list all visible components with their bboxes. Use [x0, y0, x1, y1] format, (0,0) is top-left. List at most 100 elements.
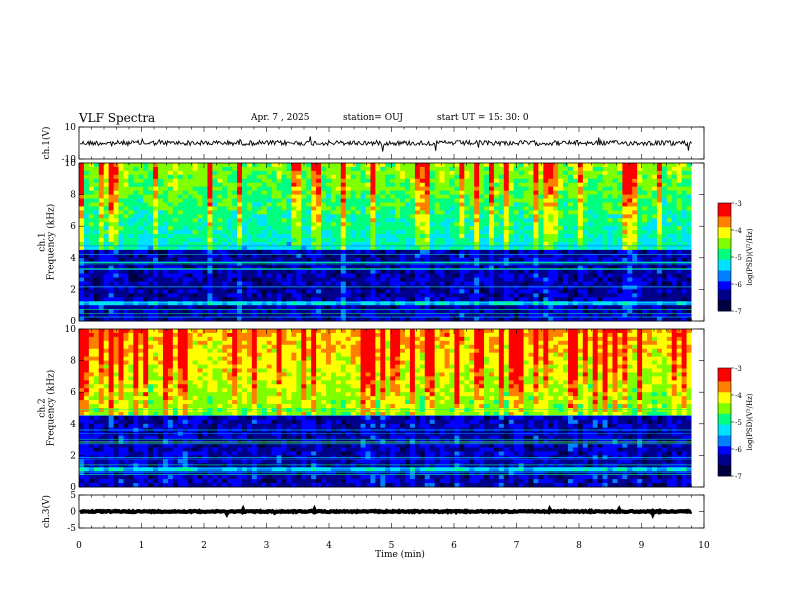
- spec1-cell: [385, 218, 391, 223]
- spec1-cell: [187, 174, 194, 180]
- spec1-cell: [513, 289, 520, 294]
- spec1-cell: [118, 174, 124, 180]
- spec1-cell: [207, 178, 213, 184]
- spec1-cell: [617, 265, 623, 271]
- spec1-cell: [79, 186, 85, 192]
- spec1-cell: [360, 190, 366, 195]
- spec1-cell: [256, 186, 263, 192]
- spec1-cell: [128, 210, 134, 215]
- spec1-cell: [207, 285, 213, 290]
- spec1-cell: [518, 206, 524, 211]
- spec1-cell: [395, 210, 401, 215]
- spec1-cell: [612, 281, 618, 286]
- spec1-cell: [375, 301, 381, 306]
- spec1-cell: [118, 186, 124, 192]
- spec1-cell: [296, 222, 302, 227]
- spec1-cell: [528, 293, 534, 298]
- spec1-cell: [587, 238, 594, 243]
- spec1-cell: [380, 206, 386, 211]
- spec1-cell: [617, 277, 623, 282]
- spec1-cell: [83, 174, 90, 180]
- spec1-cell: [79, 277, 85, 282]
- spec1-cell: [162, 245, 169, 251]
- spec1-cell: [385, 214, 391, 219]
- spec1-cell: [128, 170, 134, 176]
- spec1-cell: [321, 206, 327, 211]
- spec1-cell: [454, 210, 460, 215]
- spec1-cell: [340, 285, 347, 290]
- spec1-cell: [162, 285, 169, 290]
- spec1-cell: [577, 190, 584, 195]
- spec1-cell: [622, 202, 628, 207]
- spec1-cell: [617, 163, 623, 168]
- spec1-cell: [197, 206, 203, 211]
- spec1-cell: [395, 265, 401, 271]
- spec1-cell: [523, 269, 529, 274]
- spec1-cell: [656, 210, 663, 215]
- spec1-cell: [79, 285, 85, 290]
- spec1-cell: [587, 273, 594, 278]
- spec1-cell: [93, 222, 100, 227]
- spec1-cell: [661, 166, 668, 172]
- spec1-cell: [138, 222, 144, 227]
- spec1-cell: [355, 297, 361, 302]
- spec1-cell: [286, 273, 292, 278]
- spec1-cell: [676, 222, 683, 227]
- spec2-cell: [93, 329, 100, 334]
- spec1-cell: [424, 198, 431, 203]
- spec1-cell: [291, 163, 297, 168]
- spec1-cell: [153, 234, 159, 239]
- spec1-cell: [192, 285, 198, 290]
- spec1-cell: [686, 245, 692, 251]
- spec1-cell: [118, 305, 124, 310]
- spec1-cell: [182, 285, 189, 290]
- spec1-cell: [217, 234, 223, 239]
- spec1-cell: [355, 202, 361, 207]
- spec1-cell: [148, 253, 154, 259]
- spec1-cell: [108, 206, 114, 211]
- spec1-cell: [617, 182, 623, 188]
- spec1-cell: [488, 170, 495, 176]
- spec1-cell: [414, 230, 421, 235]
- spec1-cell: [355, 206, 361, 211]
- spec1-cell: [286, 230, 292, 235]
- spec1-cell: [533, 210, 539, 215]
- spec1-cell: [503, 245, 510, 251]
- spec1-cell: [340, 170, 347, 176]
- spec1-cell: [123, 293, 129, 298]
- spec1-cell: [88, 182, 95, 188]
- spec1-cell: [627, 222, 633, 227]
- spec1-cell: [325, 234, 332, 239]
- spec1-cell: [518, 174, 524, 180]
- spec1-cell: [325, 249, 332, 255]
- spec1-cell: [380, 289, 386, 294]
- spec1-cell: [395, 253, 401, 259]
- spec1-cell: [553, 297, 559, 302]
- spec1-cell: [686, 269, 692, 274]
- spec1-cell: [642, 309, 648, 314]
- spec1-cell: [365, 301, 371, 306]
- spec1-cell: [133, 305, 139, 310]
- spec1-cell: [256, 269, 263, 274]
- spec1-cell: [632, 265, 638, 271]
- spec1-cell: [484, 178, 490, 184]
- spec1-cell: [350, 245, 357, 251]
- spec1-cell: [647, 313, 653, 318]
- spec1-cell: [454, 194, 460, 199]
- spec1-cell: [686, 194, 692, 199]
- spec1-cell: [281, 194, 287, 199]
- spec1-cell: [553, 313, 559, 318]
- spec1-cell: [647, 273, 653, 278]
- spec1-cell: [311, 170, 317, 176]
- spec1-cell: [375, 257, 381, 263]
- spec1-cell: [306, 257, 312, 263]
- spec1-cell: [296, 206, 302, 211]
- spec1-cell: [286, 174, 292, 180]
- spec1-cell: [563, 166, 569, 172]
- spec1-cell: [449, 218, 455, 223]
- spec1-cell: [340, 206, 347, 211]
- spec1-cell: [622, 194, 628, 199]
- spec1-cell: [98, 198, 105, 203]
- spec1-cell: [360, 245, 366, 251]
- spec1-cell: [162, 166, 169, 172]
